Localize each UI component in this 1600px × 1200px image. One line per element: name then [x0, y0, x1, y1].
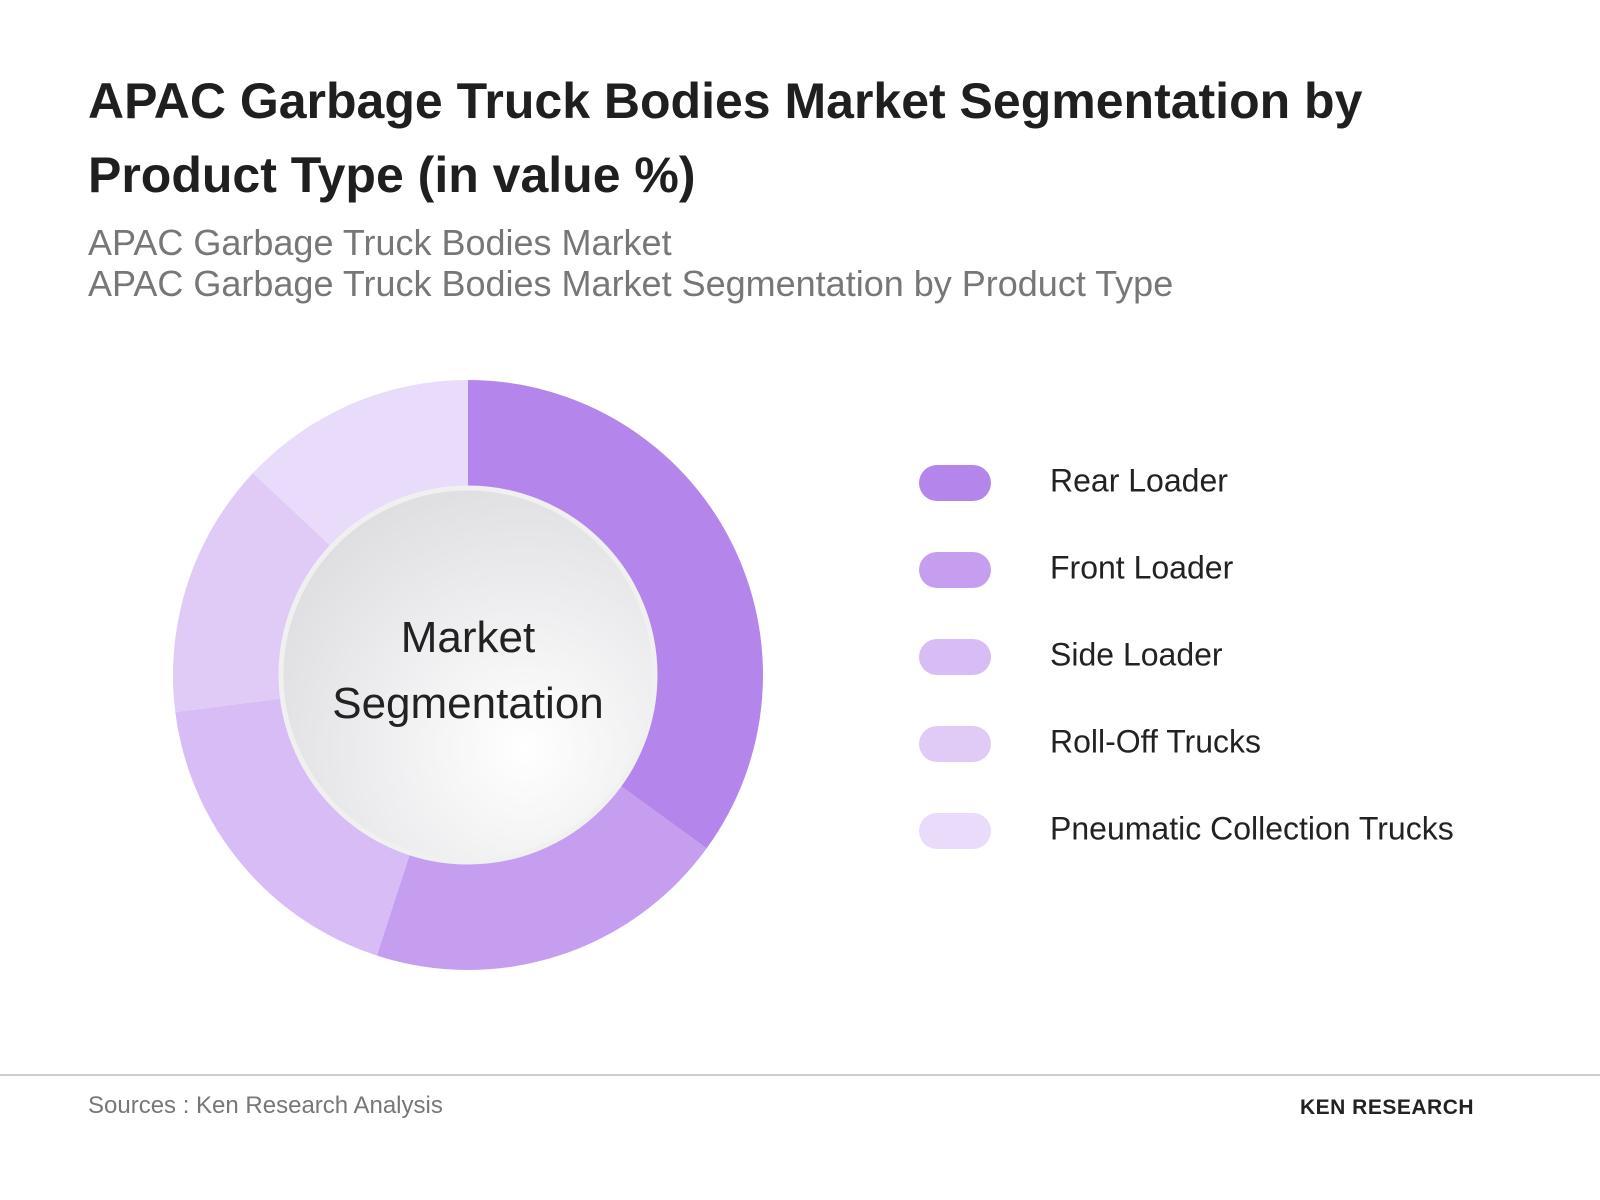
- donut-segment: [468, 380, 763, 849]
- subtitle: APAC Garbage Truck Bodies Market: [88, 222, 672, 263]
- subtitle: APAC Garbage Truck Bodies Market Segment…: [88, 263, 1174, 304]
- legend-swatch: [919, 813, 991, 849]
- donut-segment: [376, 783, 707, 970]
- legend-swatch: [919, 639, 991, 675]
- donut-segment: [175, 698, 411, 956]
- legend-label: Roll-Off Trucks: [1050, 723, 1261, 759]
- legend-label: Rear Loader: [1050, 462, 1228, 498]
- logo: KEN RESEARCH: [1300, 1096, 1475, 1119]
- legend-swatch: [919, 465, 991, 501]
- center-disc: [278, 485, 658, 865]
- legend-label: Side Loader: [1050, 636, 1223, 672]
- legend-label: Front Loader: [1050, 549, 1234, 585]
- chart-title: APAC Garbage Truck Bodies Market Segment…: [88, 73, 1363, 203]
- center-label: Market Segmentation: [332, 613, 604, 728]
- legend-swatch: [919, 552, 991, 588]
- source: Sources : Ken Research Analysis: [88, 1092, 443, 1119]
- donut-segment: [172, 473, 334, 712]
- donut-segment: [252, 380, 468, 549]
- legend-swatch: [919, 726, 991, 762]
- legend-label: Pneumatic Collection Trucks: [1050, 810, 1454, 846]
